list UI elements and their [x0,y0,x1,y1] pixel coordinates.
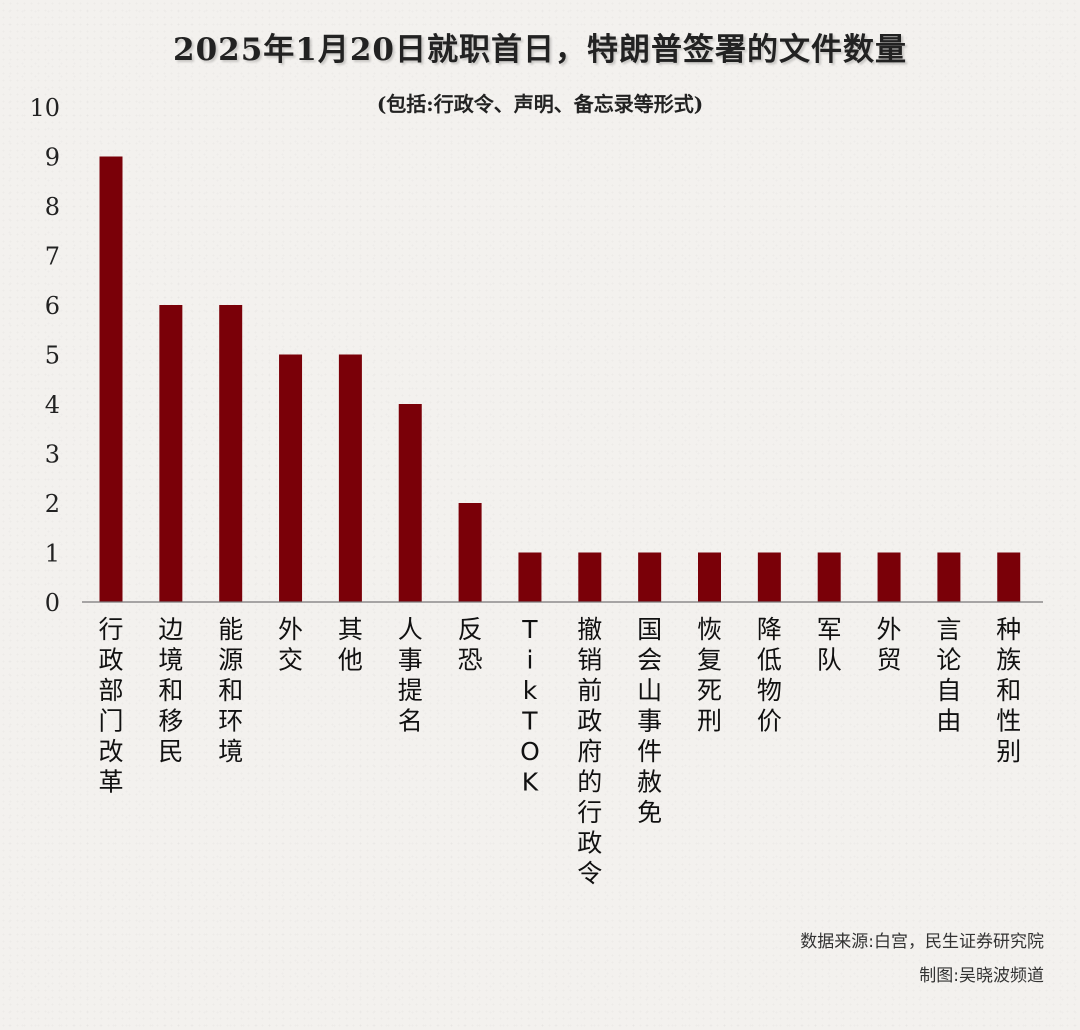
x-tick-label: 外贸 [877,615,902,675]
bar [877,552,901,602]
x-tick-label: 其他 [338,615,363,675]
x-tick-label: 人事提名 [398,615,423,736]
x-tick-label: 反恐 [458,615,483,675]
y-tick-label: 2 [45,490,60,518]
x-tick-label: 国会山事件赦免 [637,615,662,827]
x-tick-label: 外交 [278,615,303,675]
bars [99,156,1021,602]
bar [757,552,781,602]
y-tick-label: 1 [45,540,60,568]
bar [578,552,602,602]
bar [219,305,243,602]
y-tick-label: 3 [45,441,60,469]
bar [817,552,841,602]
chart-subtitle: (包括:行政令、声明、备忘录等形式) [376,92,704,116]
bar [937,552,961,602]
x-tick-label: 撤销前政府的行政令 [577,615,602,888]
bar [398,404,422,602]
x-tick-label: 边境和移民 [158,615,183,766]
chart-title: 2025年1月20日就职首日，特朗普签署的文件数量 [173,32,907,68]
bar [698,552,721,602]
bar [997,552,1021,602]
x-tick-label: 能源和环境 [218,615,243,766]
x-tick-label: 言论自由 [936,615,961,736]
bar [518,552,542,602]
y-axis-ticks: 0 1 2 3 4 5 6 7 8 9 10 [29,94,60,617]
bar [159,305,183,602]
bar [458,503,482,602]
credit-note: 制图:吴晓波频道 [919,966,1044,986]
y-tick-label: 5 [45,342,60,370]
bar [99,156,123,602]
x-tick-label: 恢复死刑 [697,615,722,736]
y-tick-label: 7 [45,243,60,271]
y-tick-label: 9 [45,144,60,172]
y-tick-label: 8 [45,193,60,221]
x-tick-label: 行政部门改革 [98,615,123,797]
y-tick-label: 10 [29,94,60,122]
x-tick-label: 降低物价 [757,615,782,736]
y-tick-label: 4 [45,391,60,419]
bar [279,354,303,602]
bar [338,354,362,602]
x-tick-label: 军队 [817,615,842,675]
x-tick-label: 种族和性别 [996,615,1021,766]
source-note: 数据来源:白宫，民生证券研究院 [800,932,1044,952]
y-tick-label: 0 [45,589,60,617]
bar [638,552,662,602]
y-tick-label: 6 [45,292,60,320]
